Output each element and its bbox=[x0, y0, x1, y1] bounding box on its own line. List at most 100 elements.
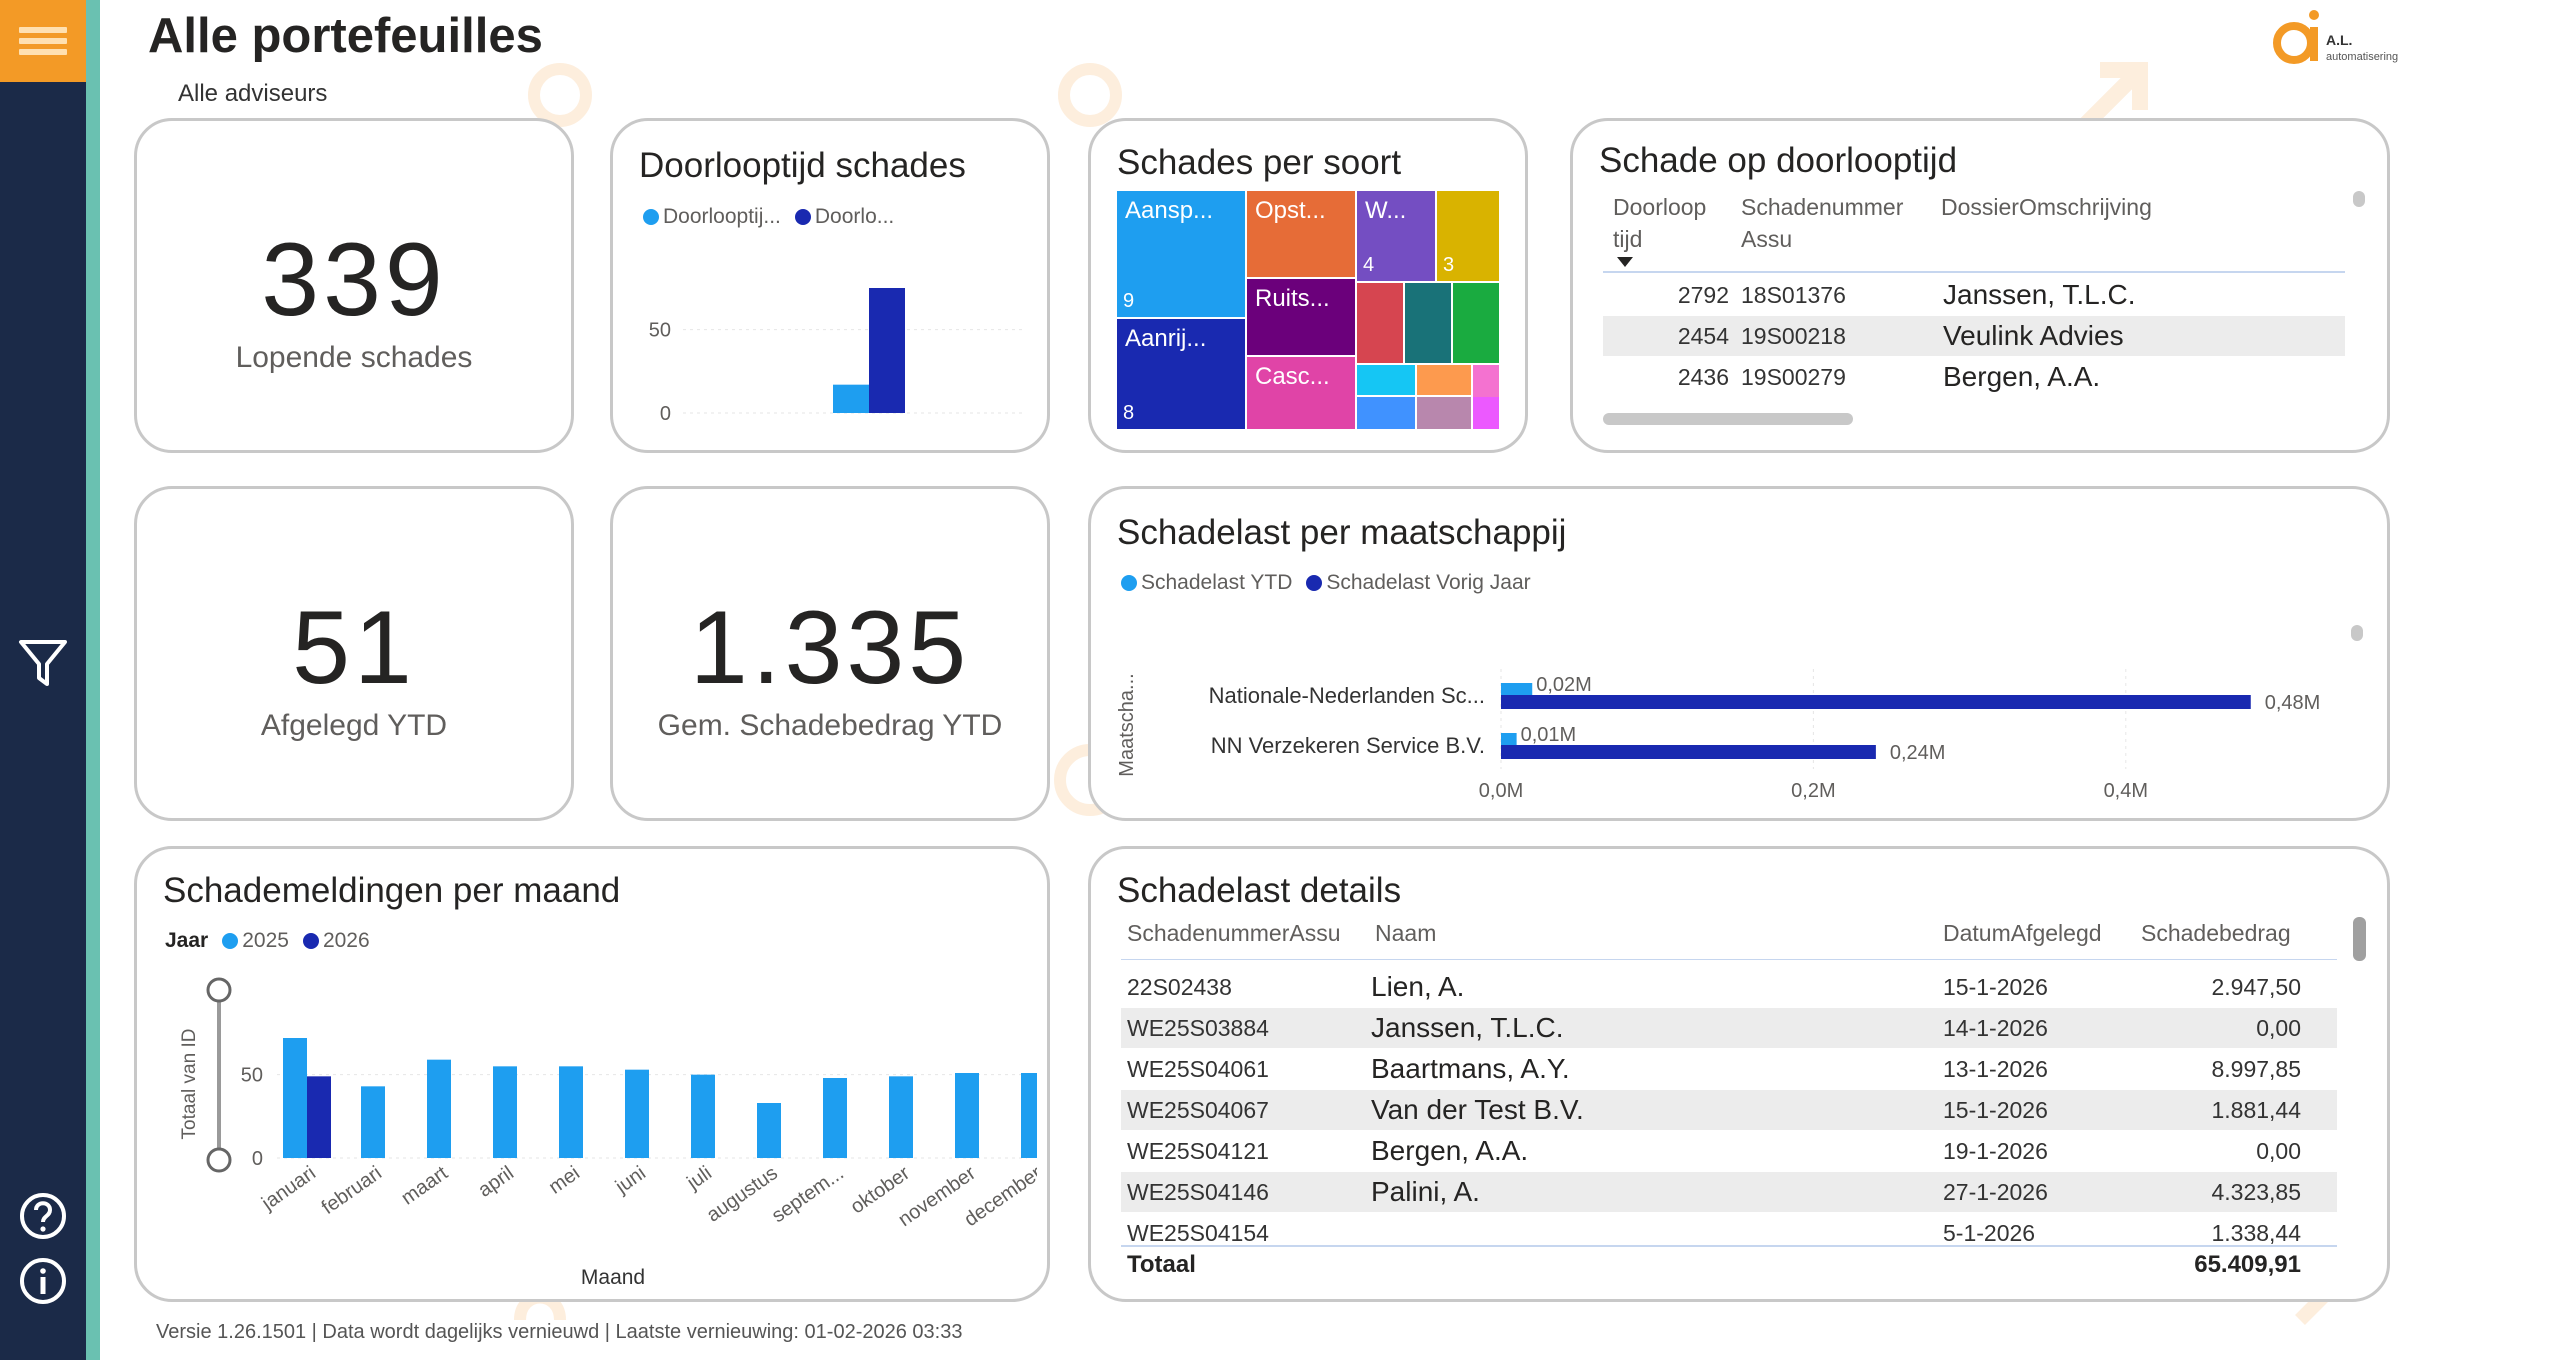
schadelast-details-title: Schadelast details bbox=[1117, 871, 1402, 910]
range-slider-handle-bottom[interactable] bbox=[206, 1147, 232, 1173]
y-tick-label: 0 bbox=[252, 1148, 263, 1170]
table-row[interactable]: 22S02438 Lien, A. 15-1-2026 2.947,50 bbox=[1121, 967, 2337, 1007]
schademeldingen-card[interactable]: Schademeldingen per maand Jaar 2025 2026… bbox=[134, 846, 1050, 1302]
bar-2025[interactable] bbox=[427, 1059, 451, 1158]
bar-2025[interactable] bbox=[559, 1066, 583, 1158]
info-button[interactable] bbox=[16, 1254, 70, 1308]
cell-schadebedrag: 8.997,85 bbox=[2211, 1056, 2301, 1082]
treemap-cell[interactable]: Aanrij... 8 bbox=[1117, 319, 1245, 429]
table-row[interactable]: WE25S03884 Janssen, T.L.C. 14-1-2026 0,00 bbox=[1121, 1008, 2337, 1048]
adviseur-filter-label[interactable]: Alle adviseurs bbox=[178, 80, 328, 107]
doorlooptijd-title: Doorlooptijd schades bbox=[639, 146, 966, 185]
treemap-cell[interactable] bbox=[1405, 283, 1451, 363]
cell-schadenummer: WE25S04146 bbox=[1127, 1179, 1269, 1205]
doorlooptijd-legend: Doorlooptij... Doorlo... bbox=[643, 205, 908, 229]
table-row[interactable]: WE25S04121 Bergen, A.A. 19-1-2026 0,00 bbox=[1121, 1131, 2337, 1171]
bar-doorlooptijd[interactable] bbox=[833, 384, 869, 413]
data-label-ytd: 0,01M bbox=[1521, 724, 1577, 746]
col-header-doorlooptijd[interactable]: Doorloop tijd bbox=[1613, 191, 1706, 255]
help-button[interactable] bbox=[16, 1189, 70, 1243]
cell-schadebedrag: 0,00 bbox=[2256, 1138, 2301, 1164]
table-row[interactable]: WE25S04067 Van der Test B.V. 15-1-2026 1.88… bbox=[1121, 1090, 2337, 1130]
treemap-cell[interactable]: W... 4 bbox=[1357, 191, 1435, 281]
schade-op-doorlooptijd-card[interactable]: Schade op doorlooptijd Doorloop tijd Scha… bbox=[1570, 118, 2390, 453]
header-line: tijd bbox=[1613, 226, 1643, 252]
treemap-cell[interactable]: Ruits... bbox=[1247, 279, 1355, 355]
cell-datum: 15-1-2026 bbox=[1943, 974, 2048, 1000]
cell-naam: Van der Test B.V. bbox=[1371, 1094, 1584, 1125]
treemap-cell[interactable]: Casc... bbox=[1247, 357, 1355, 429]
table-row[interactable]: 2792 18S01376 Janssen, T.L.C. bbox=[1603, 275, 2345, 315]
bar-2025[interactable] bbox=[691, 1074, 715, 1158]
table-row[interactable]: 2454 19S00218 Veulink Advies bbox=[1603, 316, 2345, 356]
col-header-dossieromschrijving[interactable]: DossierOmschrijving bbox=[1941, 194, 2152, 220]
table-row[interactable]: WE25S04061 Baartmans, A.Y. 13-1-2026 8.997,… bbox=[1121, 1049, 2337, 1089]
vertical-scrollbar[interactable] bbox=[2353, 191, 2365, 207]
col-header-schadenummer[interactable]: Schadenummer Assu bbox=[1741, 191, 1903, 255]
schadelast-details-card[interactable]: Schadelast details SchadenummerAssu Naam… bbox=[1088, 846, 2390, 1302]
vertical-scrollbar[interactable] bbox=[2351, 625, 2363, 641]
bar-ytd[interactable] bbox=[1501, 733, 1517, 745]
bar-vorig-jaar[interactable] bbox=[1501, 695, 2251, 709]
cell-doorlooptijd: 2454 bbox=[1677, 323, 1729, 349]
schades-per-soort-card[interactable]: Schades per soort Aansp... 9 Aanrij... 8 Ops… bbox=[1088, 118, 1528, 453]
version-footer: Versie 1.26.1501 | Data wordt dagelijks … bbox=[156, 1321, 963, 1343]
treemap-cell[interactable]: Opst... bbox=[1247, 191, 1355, 277]
bar-doorlo[interactable] bbox=[869, 288, 905, 413]
bar-2025[interactable] bbox=[283, 1038, 307, 1158]
legend-item-2026[interactable]: 2026 bbox=[302, 929, 370, 953]
legend-item-ytd[interactable]: Schadelast YTD bbox=[1121, 571, 1292, 595]
bar-2025[interactable] bbox=[889, 1076, 913, 1158]
treemap-cell[interactable]: Aansp... 9 bbox=[1117, 191, 1245, 317]
col-header-naam[interactable]: Naam bbox=[1375, 920, 1437, 946]
x-tick-label: juni bbox=[611, 1162, 650, 1198]
bar-2025[interactable] bbox=[955, 1073, 979, 1158]
bar-2025[interactable] bbox=[493, 1066, 517, 1158]
legend-item-doorlooptijd-2[interactable]: Doorlo... bbox=[794, 205, 894, 229]
doorlooptijd-chart-card[interactable]: Doorlooptijd schades Doorlooptij... Door… bbox=[610, 118, 1050, 453]
kpi-card-gem-schadebedrag[interactable]: 1.335 Gem. Schadebedrag YTD bbox=[610, 486, 1050, 821]
cell-schadenummer: 18S01376 bbox=[1741, 282, 1846, 308]
horizontal-scrollbar[interactable] bbox=[1603, 413, 1853, 425]
treemap-cell[interactable] bbox=[1453, 283, 1499, 363]
company-logo: A.L. automatisering bbox=[2270, 5, 2440, 69]
schadelast-maatschappij-card[interactable]: Schadelast per maatschappij Schadelast Y… bbox=[1088, 486, 2390, 821]
x-tick-label: mei bbox=[545, 1162, 584, 1199]
cell-naam: Baartmans, A.Y. bbox=[1371, 1053, 1570, 1084]
legend-item-2025[interactable]: 2025 bbox=[222, 929, 289, 953]
table-row[interactable]: WE25S04154 5-1-2026 1.338,44 bbox=[1121, 1213, 2337, 1247]
bar-2025[interactable] bbox=[757, 1103, 781, 1158]
legend-label: 2025 bbox=[242, 929, 289, 952]
treemap-cell[interactable] bbox=[1357, 283, 1403, 363]
vertical-scrollbar[interactable] bbox=[2353, 917, 2366, 961]
cell-schadebedrag: 1.881,44 bbox=[2211, 1097, 2301, 1123]
bar-2025[interactable] bbox=[625, 1069, 649, 1158]
filter-button[interactable] bbox=[16, 637, 70, 691]
legend-item-doorlooptijd-1[interactable]: Doorlooptij... bbox=[643, 205, 781, 229]
col-header-datumafgelegd[interactable]: DatumAfgelegd bbox=[1943, 920, 2102, 946]
bar-ytd[interactable] bbox=[1501, 683, 1533, 695]
bar-vorig-jaar[interactable] bbox=[1501, 745, 1876, 759]
treemap-cell[interactable] bbox=[1473, 397, 1499, 429]
treemap-cell[interactable] bbox=[1357, 365, 1415, 395]
treemap-cell[interactable] bbox=[1357, 397, 1415, 429]
col-header-schadenummerassu[interactable]: SchadenummerAssu bbox=[1127, 920, 1341, 946]
kpi-card-afgelegd[interactable]: 51 Afgelegd YTD bbox=[134, 486, 574, 821]
treemap-cell[interactable] bbox=[1417, 365, 1471, 395]
table-row[interactable]: 2436 19S00279 Bergen, A.A. bbox=[1603, 357, 2345, 397]
page-title: Alle portefeuilles bbox=[148, 9, 543, 63]
bar-2026[interactable] bbox=[307, 1076, 331, 1158]
treemap-cell[interactable]: 3 bbox=[1437, 191, 1499, 281]
cell-schadebedrag: 2.947,50 bbox=[2211, 974, 2301, 1000]
kpi-card-lopende-schades[interactable]: 339 Lopende schades bbox=[134, 118, 574, 453]
bar-2025[interactable] bbox=[1021, 1073, 1037, 1158]
treemap-cell[interactable] bbox=[1417, 397, 1471, 429]
range-slider-handle-top[interactable] bbox=[206, 977, 232, 1003]
table-row[interactable]: WE25S04146 Palini, A. 27-1-2026 4.323,85 bbox=[1121, 1172, 2337, 1212]
bar-2025[interactable] bbox=[361, 1086, 385, 1158]
legend-item-vorig-jaar[interactable]: Schadelast Vorig Jaar bbox=[1306, 571, 1531, 595]
schades-treemap: Aansp... 9 Aanrij... 8 Opst... Ruits... Casc..… bbox=[1117, 191, 1499, 429]
bar-2025[interactable] bbox=[823, 1078, 847, 1158]
col-header-schadebedrag[interactable]: Schadebedrag bbox=[2141, 920, 2291, 946]
hamburger-menu-button[interactable] bbox=[0, 0, 86, 82]
